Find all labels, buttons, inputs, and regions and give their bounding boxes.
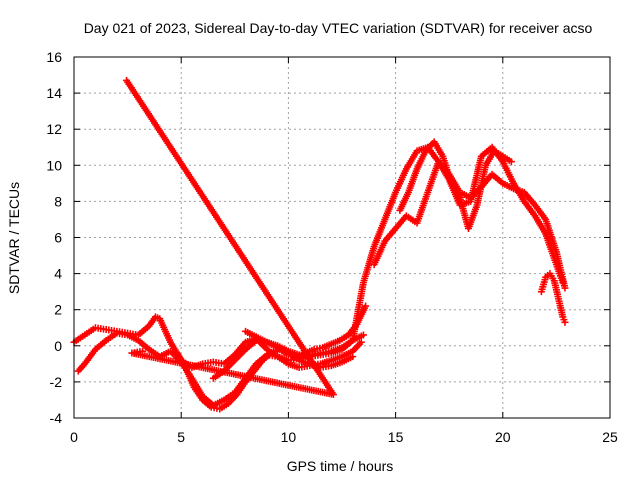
y-tick-label: 2 — [54, 302, 62, 318]
data-point — [359, 331, 367, 339]
data-point — [362, 302, 370, 310]
series-isolated — [123, 76, 337, 399]
data-point — [139, 347, 147, 355]
axis-ticks: 0 5 10 15 20 25 -4 -2 0 2 4 6 8 10 12 14 16 — [46, 49, 618, 445]
data-point — [561, 284, 569, 292]
y-tick-label: 14 — [46, 85, 62, 101]
y-tick-label: 6 — [54, 230, 62, 246]
data-point — [357, 338, 365, 346]
x-tick-label: 10 — [281, 429, 297, 445]
y-tick-label: -4 — [50, 410, 63, 426]
x-tick-label: 25 — [602, 429, 618, 445]
y-tick-label: 16 — [46, 49, 62, 65]
series-trace-a — [70, 313, 365, 371]
data-point — [507, 158, 515, 166]
x-tick-label: 20 — [495, 429, 511, 445]
x-tick-label: 15 — [388, 429, 404, 445]
data-points — [70, 76, 569, 413]
chart-title: Day 021 of 2023, Sidereal Day-to-day VTE… — [84, 20, 593, 36]
x-axis-label: GPS time / hours — [287, 458, 394, 474]
y-tick-label: -2 — [50, 374, 63, 390]
y-tick-label: 12 — [46, 121, 62, 137]
series-trace-g — [396, 138, 515, 232]
series-trace-h — [537, 270, 569, 326]
x-tick-label: 0 — [70, 429, 78, 445]
x-tick-label: 5 — [177, 429, 185, 445]
series-trace-f — [370, 143, 567, 287]
data-point — [349, 353, 357, 361]
data-point — [561, 318, 569, 326]
y-tick-label: 0 — [54, 338, 62, 354]
y-tick-label: 10 — [46, 157, 62, 173]
data-point — [559, 279, 567, 287]
y-axis-label: SDTVAR / TECUs — [6, 182, 22, 294]
y-tick-label: 8 — [54, 193, 62, 209]
y-tick-label: 4 — [54, 266, 62, 282]
grid-lines — [74, 57, 610, 418]
